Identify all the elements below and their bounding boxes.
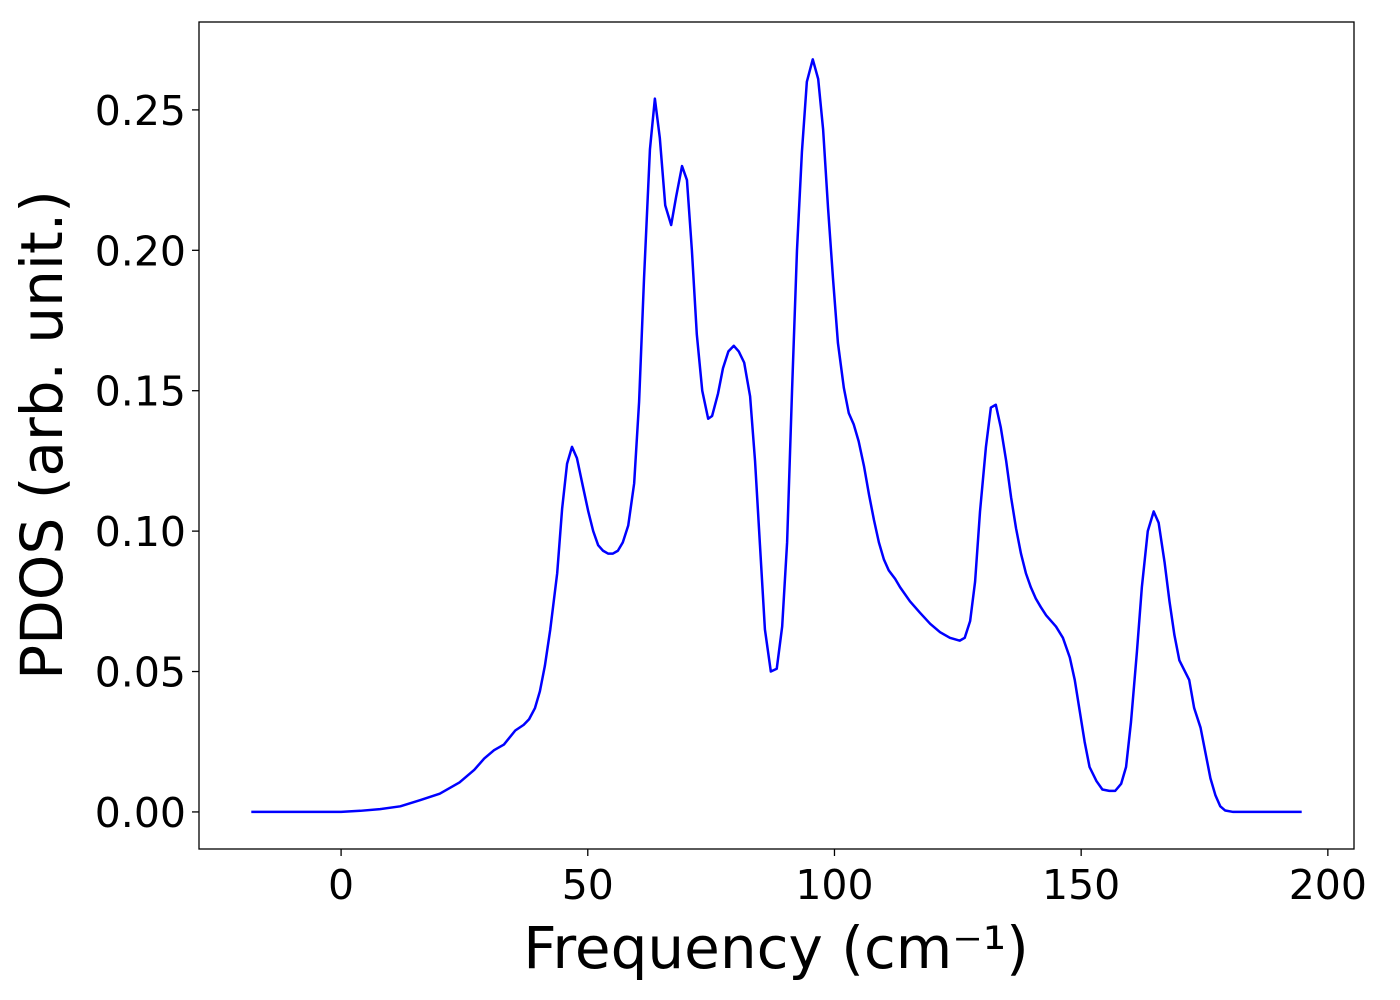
x-tick-label: 150: [1042, 861, 1120, 909]
x-axis-label: Frequency (cm⁻¹): [523, 914, 1029, 982]
data-line: [251, 58, 1302, 814]
x-tick-label: 200: [1289, 861, 1367, 909]
y-tick-label: 0.00: [95, 789, 186, 837]
x-tick-label: 0: [328, 861, 354, 909]
x-tick-label: 50: [562, 861, 614, 909]
y-tick-label: 0.25: [95, 87, 186, 135]
y-tick-label: 0.20: [95, 227, 186, 275]
y-tick-label: 0.05: [95, 649, 186, 697]
y-tick-label: 0.10: [95, 508, 186, 556]
plot-frame: [198, 21, 1355, 850]
y-tick-label: 0.15: [95, 368, 186, 416]
x-tick-label: 100: [795, 861, 873, 909]
y-axis-label: PDOS (arb. unit.): [8, 190, 76, 680]
